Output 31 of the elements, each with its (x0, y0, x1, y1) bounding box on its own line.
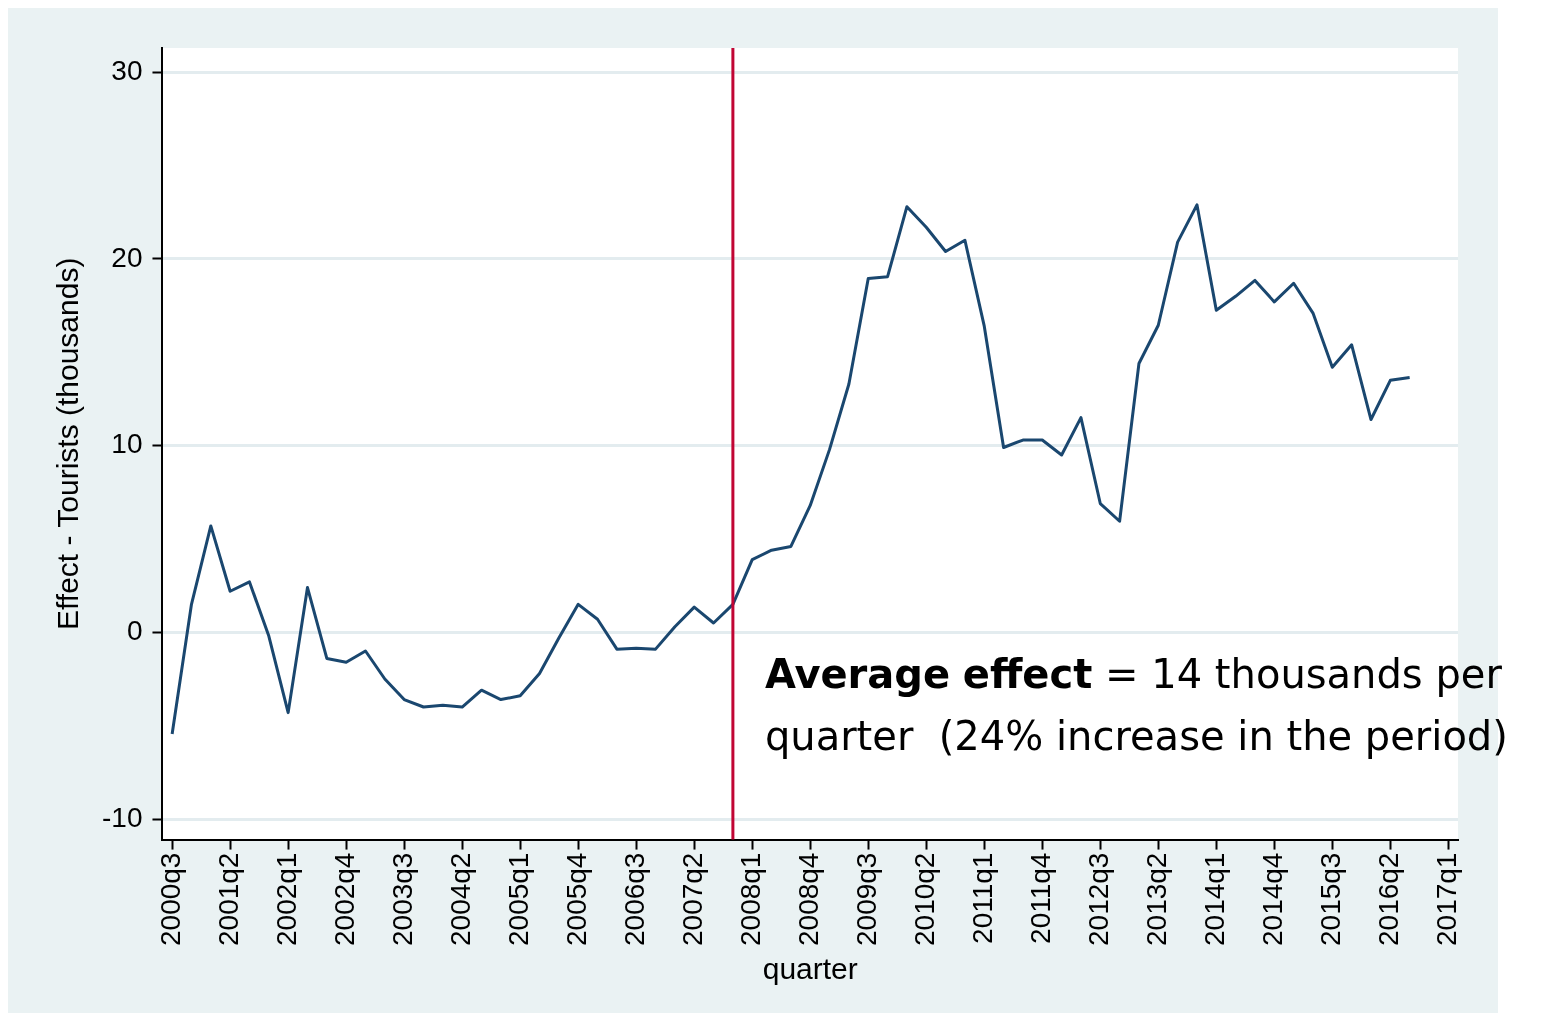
x-tick-label: 2008q4 (792, 852, 824, 946)
x-tick-label: 2015q3 (1315, 852, 1347, 946)
y-tick-label: 30 (111, 54, 143, 86)
y-axis-title: Effect - Tourists (thousands) (51, 257, 85, 630)
x-tick-label: 2012q3 (1083, 852, 1114, 946)
x-tick-label: 2010q2 (908, 852, 940, 946)
x-tick-label: 2009q3 (850, 852, 882, 946)
y-tick-label: -10 (102, 801, 143, 833)
y-tick-label: 0 (126, 615, 143, 647)
y-tick-label: 10 (111, 428, 143, 460)
x-tick-label: 2007q2 (676, 852, 708, 946)
x-tick-label: 2014q4 (1257, 852, 1289, 946)
x-tick-label: 2000q3 (154, 852, 186, 946)
x-axis-title: quarter (762, 952, 858, 986)
x-tick-label: 2006q3 (618, 852, 650, 946)
x-tick-label: 2013q2 (1141, 852, 1173, 946)
x-tick-label: 2008q1 (734, 852, 766, 946)
x-tick-label: 2003q3 (386, 852, 418, 946)
x-tick-label: 2014q1 (1199, 852, 1231, 946)
x-tick-label: 2011q4 (1024, 852, 1056, 944)
x-tick-label: 2005q1 (502, 852, 534, 946)
x-tick-label: 2016q2 (1373, 852, 1405, 946)
y-tick-label: 20 (111, 241, 143, 273)
x-tick-label: 2002q4 (328, 852, 360, 946)
x-tick-label: 2005q4 (560, 852, 592, 946)
x-tick-label: 2004q2 (444, 852, 476, 946)
x-tick-label: 2001q2 (212, 852, 244, 946)
text: Average effect = 14 thousands per quarter (24% increase in the period) (764, 651, 1508, 759)
x-tick-label: 2002q1 (270, 852, 302, 946)
x-tick-label: 2011q1 (966, 852, 998, 944)
x-tick-label: 2017q1 (1431, 852, 1463, 946)
